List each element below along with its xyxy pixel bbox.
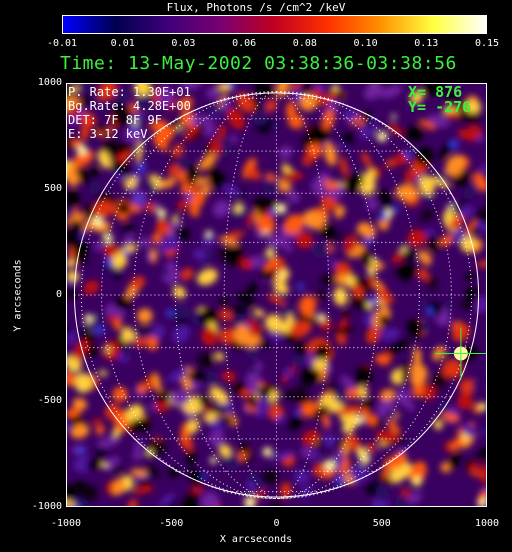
y-tick-label: -1000 [31,501,62,512]
colorbar-tick-label: 0.01 [110,38,135,49]
y-axis-label: Y arcseconds [12,259,24,332]
solar-limb [73,92,480,498]
bg-rate-label: Bg.Rate: 4.28E+00 [68,99,191,113]
colorbar-title: Flux, Photons /s /cm^2 /keV [166,1,346,14]
x-axis-label: X arcseconds [219,534,293,545]
time-label: Time: 13-May-2002 03:38:36-03:38:56 [60,53,457,74]
y-tick-label: 500 [43,183,62,194]
x-tick-label: 0 [273,518,280,529]
detector-label: DET: 7F 8F 9F [68,113,162,127]
colorbar-tick-label: -0.01 [46,38,78,49]
x-tick-label: 500 [372,518,391,529]
energy-label: E: 3-12 keV [68,127,148,141]
colorbar-tick-label: 0.08 [292,38,317,49]
colorbar-tick-label: 0.13 [414,38,439,49]
flux-map-image[interactable] [66,83,487,507]
cursor-y-readout: Y= -276 [408,98,472,116]
y-tick-label: -500 [37,395,62,406]
colorbar-tick-label: 0.06 [232,38,257,49]
x-tick-label: 1000 [474,518,500,529]
x-tick-label: -500 [159,518,184,529]
cursor-x-readout: X= 876 [408,83,463,101]
y-tick-label: 0 [55,289,62,300]
heliographic-grid [74,90,479,500]
y-tick-label: 1000 [37,77,62,88]
colorbar [62,15,487,34]
x-tick-label: -1000 [50,518,82,529]
flux-map[interactable] [66,83,487,507]
colorbar-tick-label: 0.10 [353,38,378,49]
p-rate-label: P. Rate: 1.30E+01 [68,85,191,99]
colorbar-tick-label: 0.15 [474,38,500,49]
cursor-crosshair [434,327,487,380]
flux-blobs [66,83,487,507]
colorbar-tick-label: 0.03 [171,38,196,49]
